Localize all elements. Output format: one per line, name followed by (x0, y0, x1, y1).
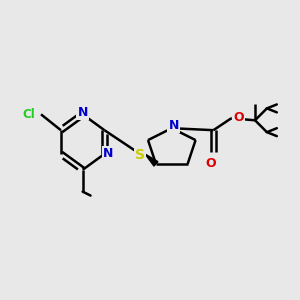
Text: N: N (103, 148, 114, 160)
Polygon shape (145, 154, 158, 166)
Text: Cl: Cl (22, 108, 35, 121)
Text: O: O (233, 111, 244, 124)
Text: O: O (205, 157, 216, 170)
Text: N: N (169, 119, 179, 132)
Text: S: S (135, 148, 145, 162)
Text: N: N (77, 106, 88, 119)
